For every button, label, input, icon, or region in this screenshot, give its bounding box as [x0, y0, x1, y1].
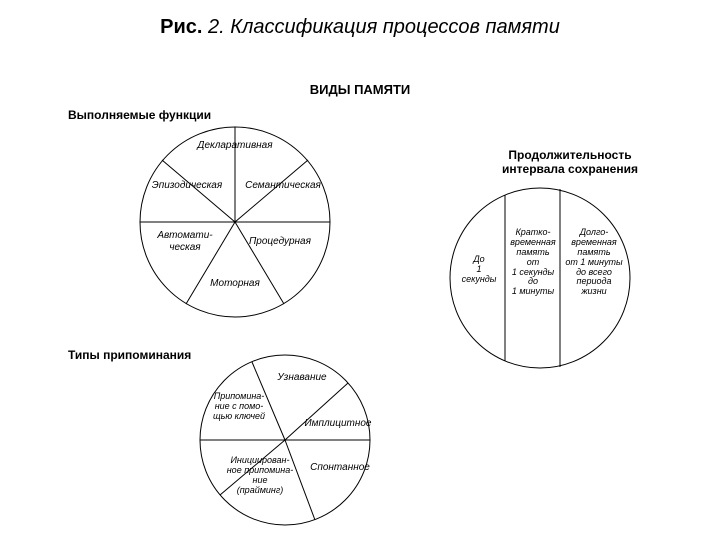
dur-col-3: Долго- временная память от 1 минуты до в… [562, 228, 626, 297]
func-slice-motor: Моторная [200, 278, 270, 290]
dur-col-2: Кратко- временная память от 1 секунды до… [506, 228, 560, 297]
recall-slice-implicit: Имплицитное [298, 418, 378, 430]
recall-slice-cued: Припомина- ние с помо- щью ключей [200, 392, 278, 422]
recall-slice-recognition: Узнавание [262, 372, 342, 384]
func-slice-semantic: Семантическая [238, 180, 328, 192]
dur-col-1: До 1 секунды [455, 255, 503, 285]
func-slice-declarative: Декларативная [195, 140, 275, 152]
func-slice-automatic: Автомати- ческая [145, 230, 225, 253]
func-slice-procedural: Процедурная [240, 236, 320, 248]
recall-slice-spontaneous: Спонтанное [300, 462, 380, 474]
recall-slice-priming: Инициирован- ное припомина- ние (праймин… [216, 456, 304, 496]
func-slice-episodic: Эпизодическая [142, 180, 232, 192]
